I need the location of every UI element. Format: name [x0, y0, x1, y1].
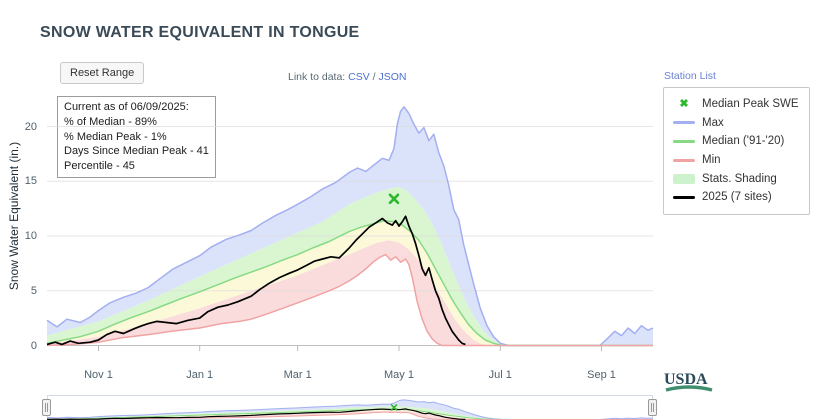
reset-range-button[interactable]: Reset Range [60, 62, 145, 84]
link-to-data-label: Link to data: [288, 71, 346, 83]
legend-item-0[interactable]: ✖ Median Peak SWE [673, 95, 803, 114]
legend-item-4[interactable]: Stats. Shading [673, 169, 803, 188]
series-y2025-line [46, 215, 466, 346]
current-status-box: Current as of 06/09/2025: % of Median - … [57, 96, 216, 178]
legend-label: Stats. Shading [702, 172, 777, 185]
legend-line-icon [673, 195, 695, 199]
usda-logo-text: USDA [664, 371, 708, 388]
legend-item-2[interactable]: Median ('91-'20) [673, 132, 803, 151]
series-y2025-line [47, 408, 466, 420]
legend-patch-icon [673, 173, 695, 184]
legend-items: ✖ Median Peak SWE Max Median ('91-'20) Min St… [673, 95, 803, 207]
legend-label: Median Peak SWE [702, 98, 799, 111]
status-line-days-since-peak: Days Since Median Peak - 41 [64, 145, 209, 158]
series-max-line [46, 106, 654, 347]
x-tick-label: Jul 1 [488, 369, 512, 381]
link-separator: / [372, 71, 376, 83]
legend-label: Median ('91-'20) [702, 135, 785, 148]
legend-label: Max [702, 116, 724, 129]
shading-min-to-p30 [47, 240, 653, 346]
y-tick-label: 0 [30, 339, 37, 352]
median-peak-swe-marker [390, 404, 398, 411]
x-tick-label: Sep 1 [587, 369, 616, 381]
legend: ✖ Median Peak SWE Max Median ('91-'20) Min St… [663, 87, 810, 215]
legend-item-5[interactable]: 2025 (7 sites) [673, 188, 803, 207]
y-tick-label: 5 [30, 284, 37, 297]
navigator-handle-right[interactable] [648, 399, 657, 416]
usda-logo: USDA [663, 369, 715, 402]
csv-link[interactable]: CSV [348, 71, 370, 83]
status-line-pct-median-peak: % Median Peak - 1% [64, 130, 167, 143]
status-line-date: Current as of 06/09/2025: [64, 101, 189, 113]
series-min-line [47, 411, 653, 420]
page-title: SNOW WATER EQUIVALENT IN TONGUE [40, 24, 360, 41]
y-axis-labels: 0 5 10 15 20 [0, 88, 43, 352]
json-link[interactable]: JSON [378, 71, 407, 83]
shading-median-to-p70 [47, 186, 653, 346]
x-tick-label: May 1 [383, 369, 414, 381]
y-tick-label: 15 [24, 175, 37, 188]
status-line-percentile: Percentile - 45 [64, 160, 135, 173]
station-list-link[interactable]: Station List [664, 70, 716, 82]
legend-label: 2025 (7 sites) [702, 191, 772, 204]
legend-line-icon [673, 158, 695, 162]
x-tick-label: Nov 1 [84, 369, 113, 381]
legend-line-icon [673, 121, 695, 125]
shading-p30-to-median [47, 220, 653, 346]
x-tick-label: Mar 1 [283, 369, 312, 381]
x-axis-labels: Nov 1 Jan 1 Mar 1 May 1 Jul 1 Sep 1 [47, 369, 653, 385]
main-chart-plot-area[interactable] [46, 88, 654, 351]
navigator-mini-chart[interactable] [47, 395, 653, 420]
data-links: Link to data: CSV / JSON [288, 71, 407, 83]
legend-line-icon [673, 139, 695, 143]
series-median-line [46, 219, 653, 347]
legend-marker-icon: ✖ [679, 97, 689, 110]
y-tick-label: 20 [24, 120, 37, 133]
shading-median-to-p70 [47, 406, 653, 420]
status-line-pct-median: % of Median - 89% [64, 115, 157, 128]
median-peak-swe-marker [388, 193, 400, 205]
y-tick-label: 10 [24, 230, 37, 242]
usda-logo-swoosh-icon [665, 385, 713, 392]
x-tick-label: Jan 1 [186, 369, 214, 381]
series-min-line [46, 253, 653, 347]
legend-item-1[interactable]: Max [673, 114, 803, 133]
navigator-handle-left[interactable] [42, 399, 51, 416]
legend-item-3[interactable]: Min [673, 151, 803, 170]
series-median-line [47, 408, 653, 420]
legend-label: Min [702, 154, 721, 167]
